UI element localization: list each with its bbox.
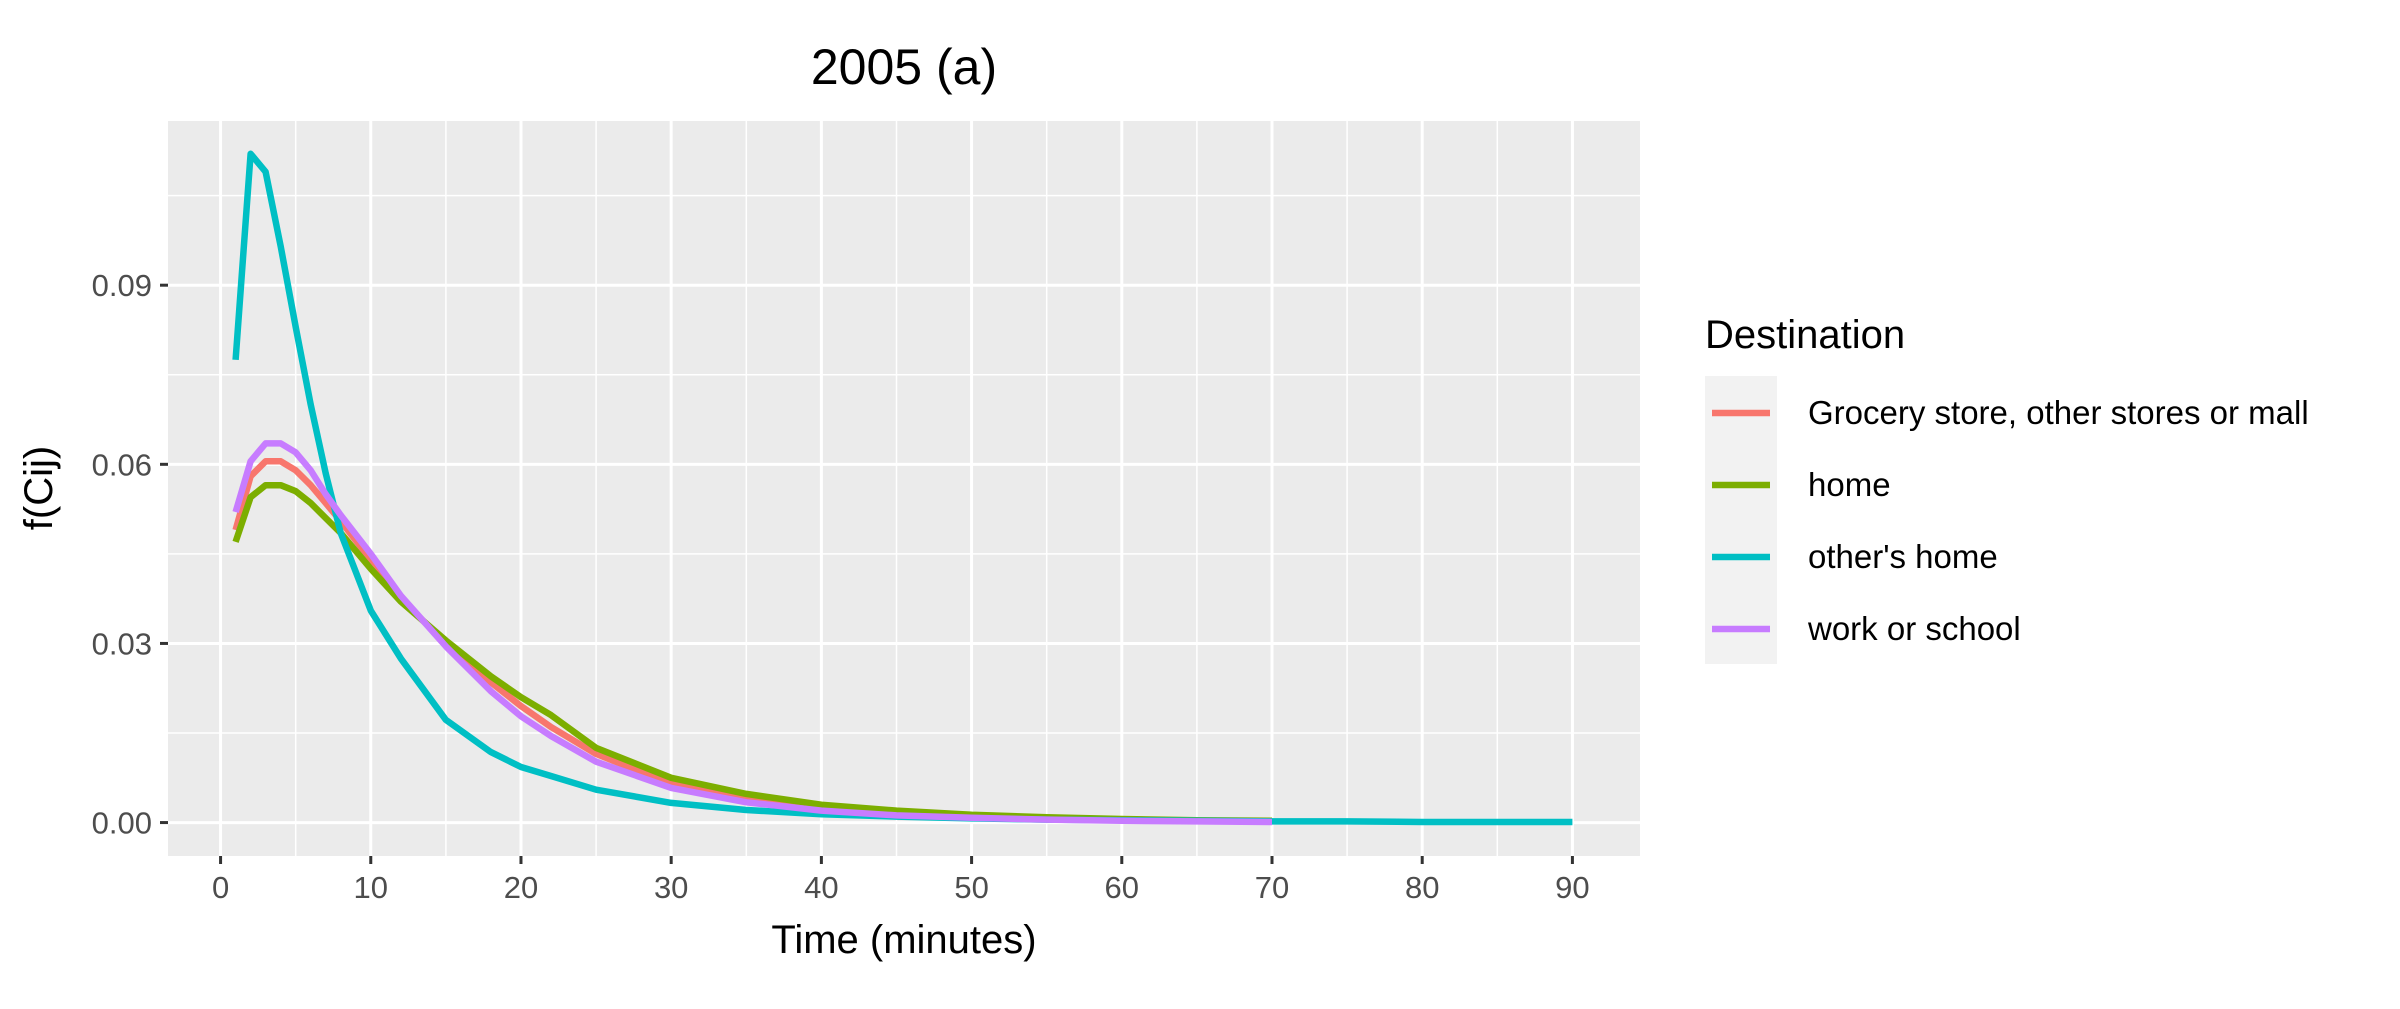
chart-title: 2005 (a) — [811, 39, 997, 95]
x-axis: 0 10 20 30 40 50 60 70 80 90 — [212, 856, 1590, 905]
y-tick-label: 0.03 — [92, 626, 152, 661]
legend-label-grocery-store-other-stores-or-mall: Grocery store, other stores or mall — [1808, 394, 2309, 431]
legend-label-other-s-home: other's home — [1808, 538, 1998, 575]
minor-grid — [168, 121, 1640, 856]
y-tick-label: 0.09 — [92, 268, 152, 303]
legend-key-background — [1705, 376, 1777, 664]
plot-panel — [168, 121, 1640, 856]
series-line-work-or-school — [232, 440, 1273, 826]
x-tick-label: 70 — [1255, 870, 1289, 905]
x-tick-label: 60 — [1105, 870, 1139, 905]
legend-label-home: home — [1808, 466, 1891, 503]
major-grid — [168, 121, 1640, 856]
x-tick-label: 90 — [1555, 870, 1589, 905]
legend-title: Destination — [1705, 313, 1905, 357]
y-axis-label: f(Cij) — [17, 446, 61, 530]
x-tick-label: 80 — [1405, 870, 1439, 905]
x-tick-label: 0 — [212, 870, 229, 905]
x-tick-label: 30 — [654, 870, 688, 905]
series-layer — [232, 150, 1573, 826]
x-axis-label: Time (minutes) — [771, 918, 1036, 962]
x-tick-label: 50 — [954, 870, 988, 905]
legend: Destination Grocery store, other stores … — [1705, 313, 2309, 664]
legend-items: Grocery store, other stores or mall home o… — [1712, 394, 2309, 647]
y-tick-label: 0.00 — [92, 806, 152, 841]
y-axis: 0.00 0.03 0.06 0.09 — [92, 268, 168, 841]
x-tick-label: 20 — [504, 870, 538, 905]
legend-label-work-or-school: work or school — [1807, 610, 2021, 647]
y-tick-label: 0.06 — [92, 447, 152, 482]
x-tick-label: 40 — [804, 870, 838, 905]
x-tick-label: 10 — [354, 870, 388, 905]
